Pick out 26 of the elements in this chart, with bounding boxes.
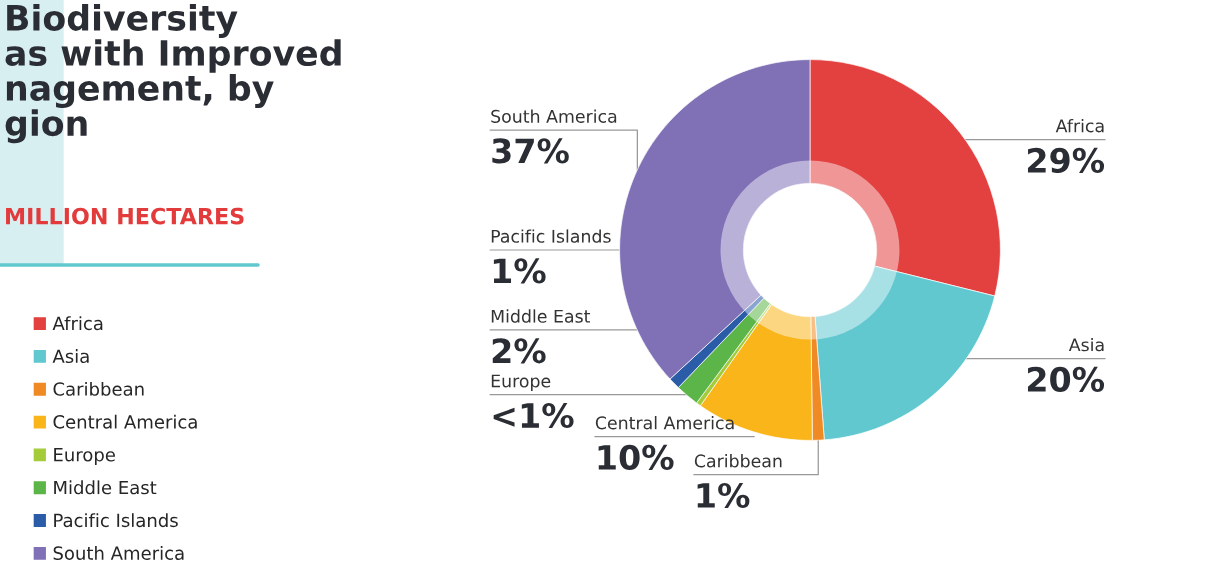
slice-label: Caribbean bbox=[694, 454, 782, 468]
slice-label: Central America bbox=[595, 415, 734, 430]
legend-label: South America bbox=[53, 546, 184, 560]
legend-label: Europe bbox=[54, 448, 115, 466]
legend-label: Africa bbox=[52, 316, 103, 331]
legend-label: Asia bbox=[52, 349, 89, 364]
data-label: 1% bbox=[697, 482, 750, 509]
legend-label: Middle East bbox=[54, 480, 157, 495]
legend-label: Caribbean bbox=[53, 381, 144, 396]
data-label: 29% bbox=[1027, 147, 1105, 173]
legend-label: Pacific Islands bbox=[54, 513, 178, 528]
data-label: 1% bbox=[493, 258, 546, 284]
slice-label: Middle East bbox=[491, 309, 591, 323]
data-label: 10% bbox=[598, 444, 674, 471]
chart-title: Biodiversity as with Improved nagement, by gion bbox=[5, 4, 341, 144]
text: MILLION HECTARES bbox=[6, 207, 244, 225]
legend-label: Central America bbox=[53, 414, 197, 429]
slice-label: Pacific Islands bbox=[491, 229, 611, 243]
slice-label: Africa bbox=[1055, 118, 1104, 133]
slice-label: Asia bbox=[1068, 337, 1104, 352]
data-label: 20% bbox=[1027, 366, 1105, 392]
slice-label: Europe bbox=[491, 374, 551, 391]
data-label: <1% bbox=[493, 402, 574, 429]
slice-label: South America bbox=[491, 109, 617, 123]
data-label: 37% bbox=[492, 138, 569, 164]
data-label: 2% bbox=[492, 338, 546, 364]
